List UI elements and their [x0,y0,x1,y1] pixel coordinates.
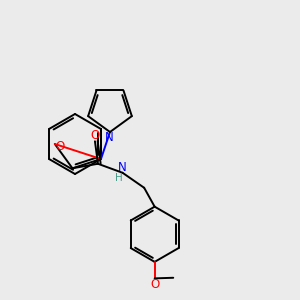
Text: O: O [56,140,65,153]
Text: O: O [150,278,159,292]
Text: H: H [115,173,123,183]
Text: O: O [90,129,100,142]
Text: N: N [105,131,114,144]
Text: N: N [118,161,127,174]
